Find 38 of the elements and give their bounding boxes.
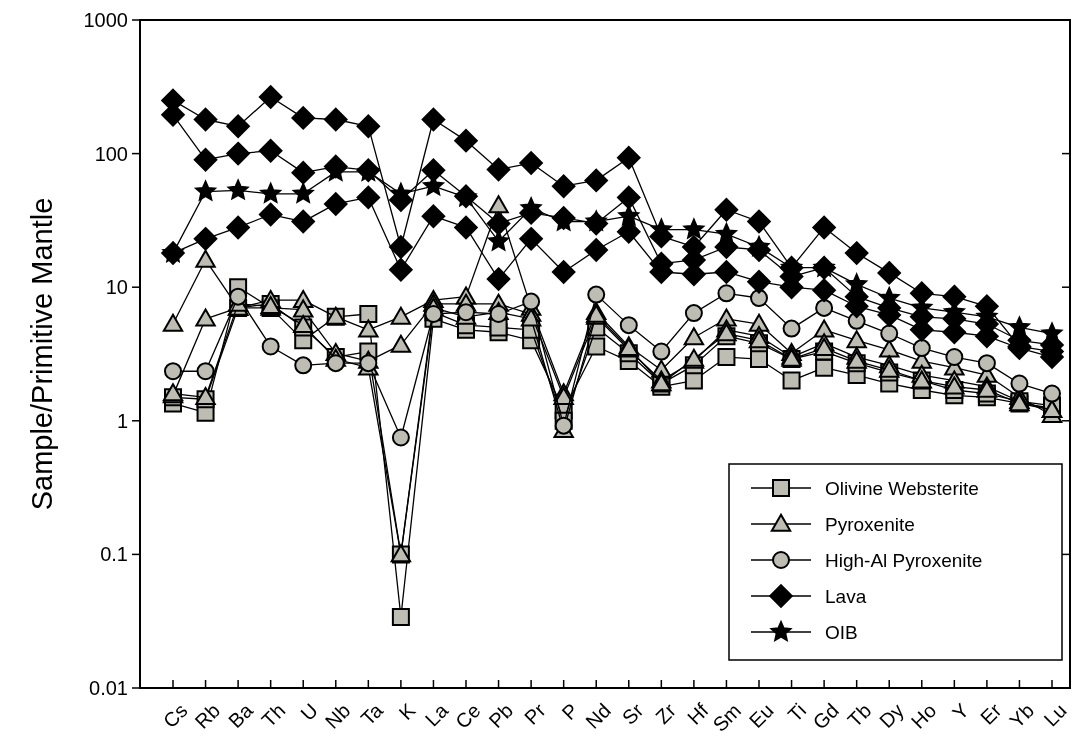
x-tick-label: Y [948, 699, 974, 725]
legend-label: OIB [825, 621, 858, 643]
x-tick-label: Cs [158, 699, 192, 733]
x-tick-label: Rb [190, 699, 225, 733]
x-tick-label: Lu [1039, 699, 1071, 731]
y-tick-label: 1000 [83, 9, 128, 31]
x-tick-label: Th [257, 699, 290, 732]
x-tick-label: Ho [906, 699, 941, 733]
x-tick-label: K [394, 698, 421, 725]
x-tick-label: Pr [520, 698, 551, 729]
y-tick-label: 1 [116, 409, 128, 432]
x-tick-label: La [420, 698, 453, 731]
x-tick-label: Tb [843, 699, 876, 732]
y-axis-title: Sample/Primitive Mantle [26, 197, 58, 511]
x-tick-label: P [557, 699, 583, 725]
x-tick-label: Zr [651, 698, 681, 729]
legend-label: Olivine Websterite [825, 477, 979, 499]
x-tick-label: Sr [617, 698, 648, 729]
legend-label: High-Al Pyroxenite [825, 549, 983, 571]
x-tick-label: Ta [356, 698, 388, 730]
legend-label: Pyroxenite [825, 513, 915, 535]
x-tick-label: Ba [223, 698, 258, 733]
x-tick-label: Er [975, 698, 1006, 729]
x-tick-label: Eu [744, 699, 778, 733]
y-tick-label: 0.01 [89, 677, 128, 699]
x-tick-label: Ti [783, 699, 811, 726]
x-tick-label: Pb [484, 699, 518, 733]
x-tick-label: Dy [875, 699, 908, 733]
x-tick-label: Ce [451, 699, 485, 733]
x-tick-label: U [296, 699, 322, 725]
x-tick-label: Nd [581, 699, 615, 733]
y-tick-label: 10 [105, 276, 128, 299]
y-tick-label: 100 [94, 142, 128, 165]
x-tick-label: Nb [320, 699, 355, 733]
y-tick-label: 0.1 [100, 543, 128, 566]
legend-label: Lava [825, 585, 867, 607]
x-tick-label: Yb [1005, 699, 1039, 733]
x-tick-label: Gd [808, 699, 843, 734]
